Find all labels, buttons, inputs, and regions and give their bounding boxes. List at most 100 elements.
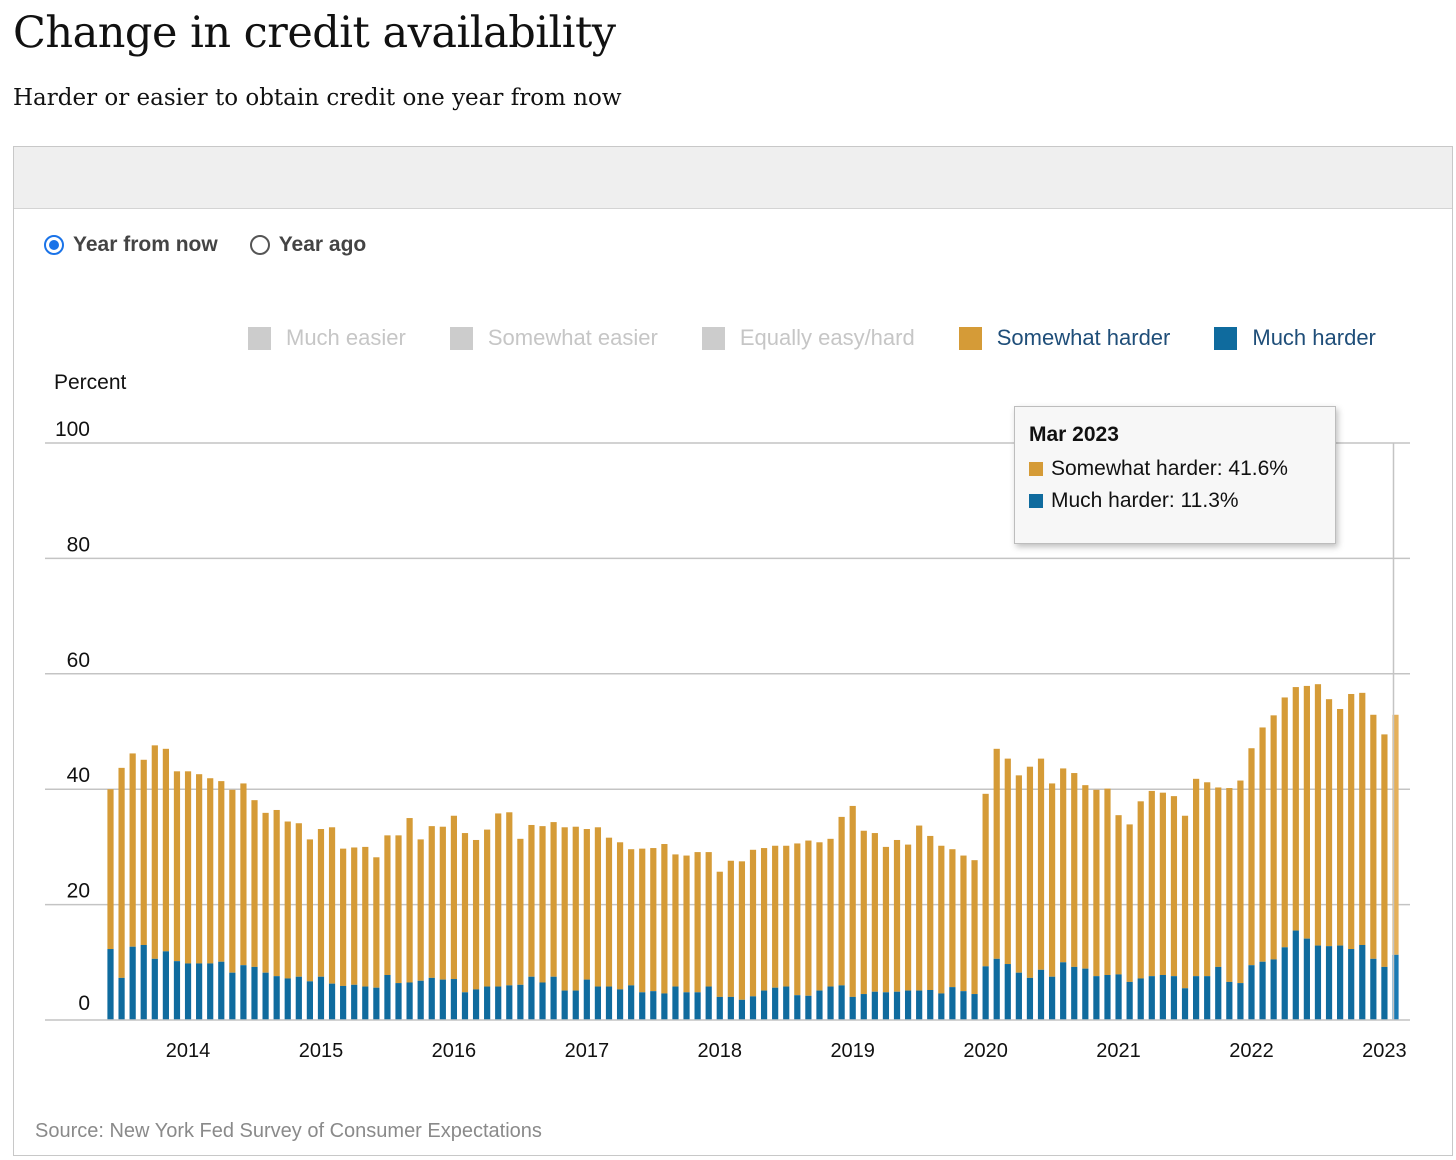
bar-much-harder — [1026, 977, 1034, 1020]
bar-somewhat-harder — [1303, 685, 1310, 939]
legend-item-much-easier[interactable]: Much easier — [248, 325, 406, 351]
bar-much-harder — [129, 946, 136, 1020]
bar-somewhat-harder — [1359, 692, 1366, 945]
radio-selected-icon[interactable] — [44, 235, 64, 255]
bar-much-harder — [1270, 959, 1277, 1020]
bar-much-harder — [760, 990, 768, 1020]
bar-somewhat-harder — [129, 753, 136, 947]
bar-much-harder — [1148, 976, 1155, 1020]
bar-somewhat-harder — [1337, 708, 1344, 946]
bar-much-harder — [1015, 972, 1022, 1020]
bar-somewhat-harder — [727, 860, 734, 997]
bar-much-harder — [1337, 945, 1344, 1020]
legend-label: Somewhat easier — [487, 325, 658, 350]
bar-somewhat-harder — [949, 849, 956, 988]
bar-somewhat-harder — [1226, 788, 1233, 982]
radio-year-from-now[interactable]: Year from now — [44, 233, 218, 257]
bar-much-harder — [151, 958, 158, 1020]
bar-somewhat-harder — [783, 845, 790, 987]
bar-somewhat-harder — [816, 842, 823, 991]
bar-somewhat-harder — [1381, 734, 1388, 967]
bar-much-harder — [871, 991, 878, 1020]
radio-unselected-icon[interactable] — [249, 235, 270, 255]
page-title: Change in credit availability — [13, 8, 616, 58]
bar-somewhat-harder — [716, 871, 723, 997]
bar-somewhat-harder — [605, 837, 613, 987]
bar-much-harder — [1071, 966, 1078, 1020]
bar-much-harder — [262, 972, 269, 1020]
bar-much-harder — [816, 990, 823, 1020]
legend-label: Equally easy/hard — [739, 325, 915, 350]
bar-somewhat-harder — [461, 833, 469, 993]
bar-much-harder — [173, 961, 181, 1020]
bar-somewhat-harder — [694, 852, 701, 993]
bar-much-harder — [506, 985, 513, 1020]
bar-much-harder — [960, 991, 967, 1020]
bar-much-harder — [927, 989, 934, 1020]
bar-somewhat-harder — [495, 813, 502, 987]
bar-somewhat-harder — [207, 778, 214, 964]
bar-somewhat-harder — [971, 860, 978, 995]
y-tick-label: 0 — [78, 992, 90, 1015]
bar-somewhat-harder — [661, 844, 668, 994]
bar-much-harder — [1226, 981, 1233, 1020]
bar-much-harder — [1104, 974, 1111, 1020]
bar-much-harder — [273, 976, 280, 1020]
bar-much-harder — [284, 978, 291, 1020]
bar-much-harder — [672, 986, 679, 1020]
bar-much-harder — [1348, 949, 1355, 1020]
radio-year-ago[interactable]: Year ago — [249, 233, 367, 257]
tooltip-row-somewhat-harder: Somewhat harder: 41.6% — [1029, 457, 1321, 481]
bar-much-harder — [561, 990, 568, 1020]
bar-somewhat-harder — [572, 826, 579, 991]
bar-somewhat-harder — [218, 781, 225, 962]
bar-somewhat-harder — [982, 793, 989, 967]
bar-much-harder — [417, 980, 424, 1020]
bar-somewhat-harder — [1204, 782, 1211, 977]
bar-somewhat-harder — [561, 827, 568, 991]
bar-somewhat-harder — [450, 815, 458, 980]
bar-much-harder — [362, 986, 369, 1020]
bar-much-harder — [1060, 962, 1067, 1020]
bar-much-harder — [694, 992, 701, 1020]
bar-much-harder — [118, 977, 125, 1020]
y-axis-label: Percent — [54, 371, 127, 394]
bar-somewhat-harder — [760, 848, 768, 991]
bar-somewhat-harder — [849, 805, 856, 997]
bar-somewhat-harder — [439, 826, 446, 980]
legend-item-equally[interactable]: Equally easy/hard — [701, 325, 915, 351]
bar-much-harder — [495, 986, 502, 1020]
bar-much-harder — [727, 996, 734, 1020]
bar-somewhat-harder — [1104, 788, 1111, 975]
bar-much-harder — [461, 992, 469, 1020]
legend-swatch — [701, 326, 725, 350]
bar-much-harder — [1392, 954, 1399, 1020]
bar-somewhat-harder — [904, 844, 912, 991]
bar-much-harder — [1193, 976, 1200, 1020]
bar-somewhat-harder — [1237, 780, 1244, 984]
bar-much-harder — [705, 986, 712, 1020]
bar-much-harder — [805, 995, 812, 1020]
bar-much-harder — [306, 981, 313, 1020]
bar-somewhat-harder — [1325, 699, 1333, 947]
bar-much-harder — [517, 984, 524, 1020]
bar-somewhat-harder — [794, 843, 801, 996]
bar-much-harder — [1325, 946, 1333, 1020]
bar-much-harder — [1093, 976, 1100, 1020]
bar-much-harder — [539, 982, 546, 1020]
bar-somewhat-harder — [140, 759, 147, 945]
legend-item-somewhat-harder[interactable]: Somewhat harder — [958, 325, 1170, 351]
bar-somewhat-harder — [162, 748, 169, 952]
bar-much-harder — [1359, 944, 1366, 1020]
bar-much-harder — [428, 977, 435, 1020]
bar-somewhat-harder — [373, 857, 380, 988]
bar-somewhat-harder — [960, 855, 967, 992]
legend-item-somewhat-easier[interactable]: Somewhat easier — [449, 325, 658, 351]
bar-somewhat-harder — [1314, 684, 1322, 946]
legend-item-much-harder[interactable]: Much harder — [1214, 325, 1376, 351]
radio-label: Year ago — [278, 233, 367, 256]
bar-somewhat-harder — [395, 835, 402, 984]
bar-somewhat-harder — [1159, 792, 1166, 975]
bar-somewhat-harder — [550, 822, 557, 977]
bar-much-harder — [1381, 966, 1388, 1020]
